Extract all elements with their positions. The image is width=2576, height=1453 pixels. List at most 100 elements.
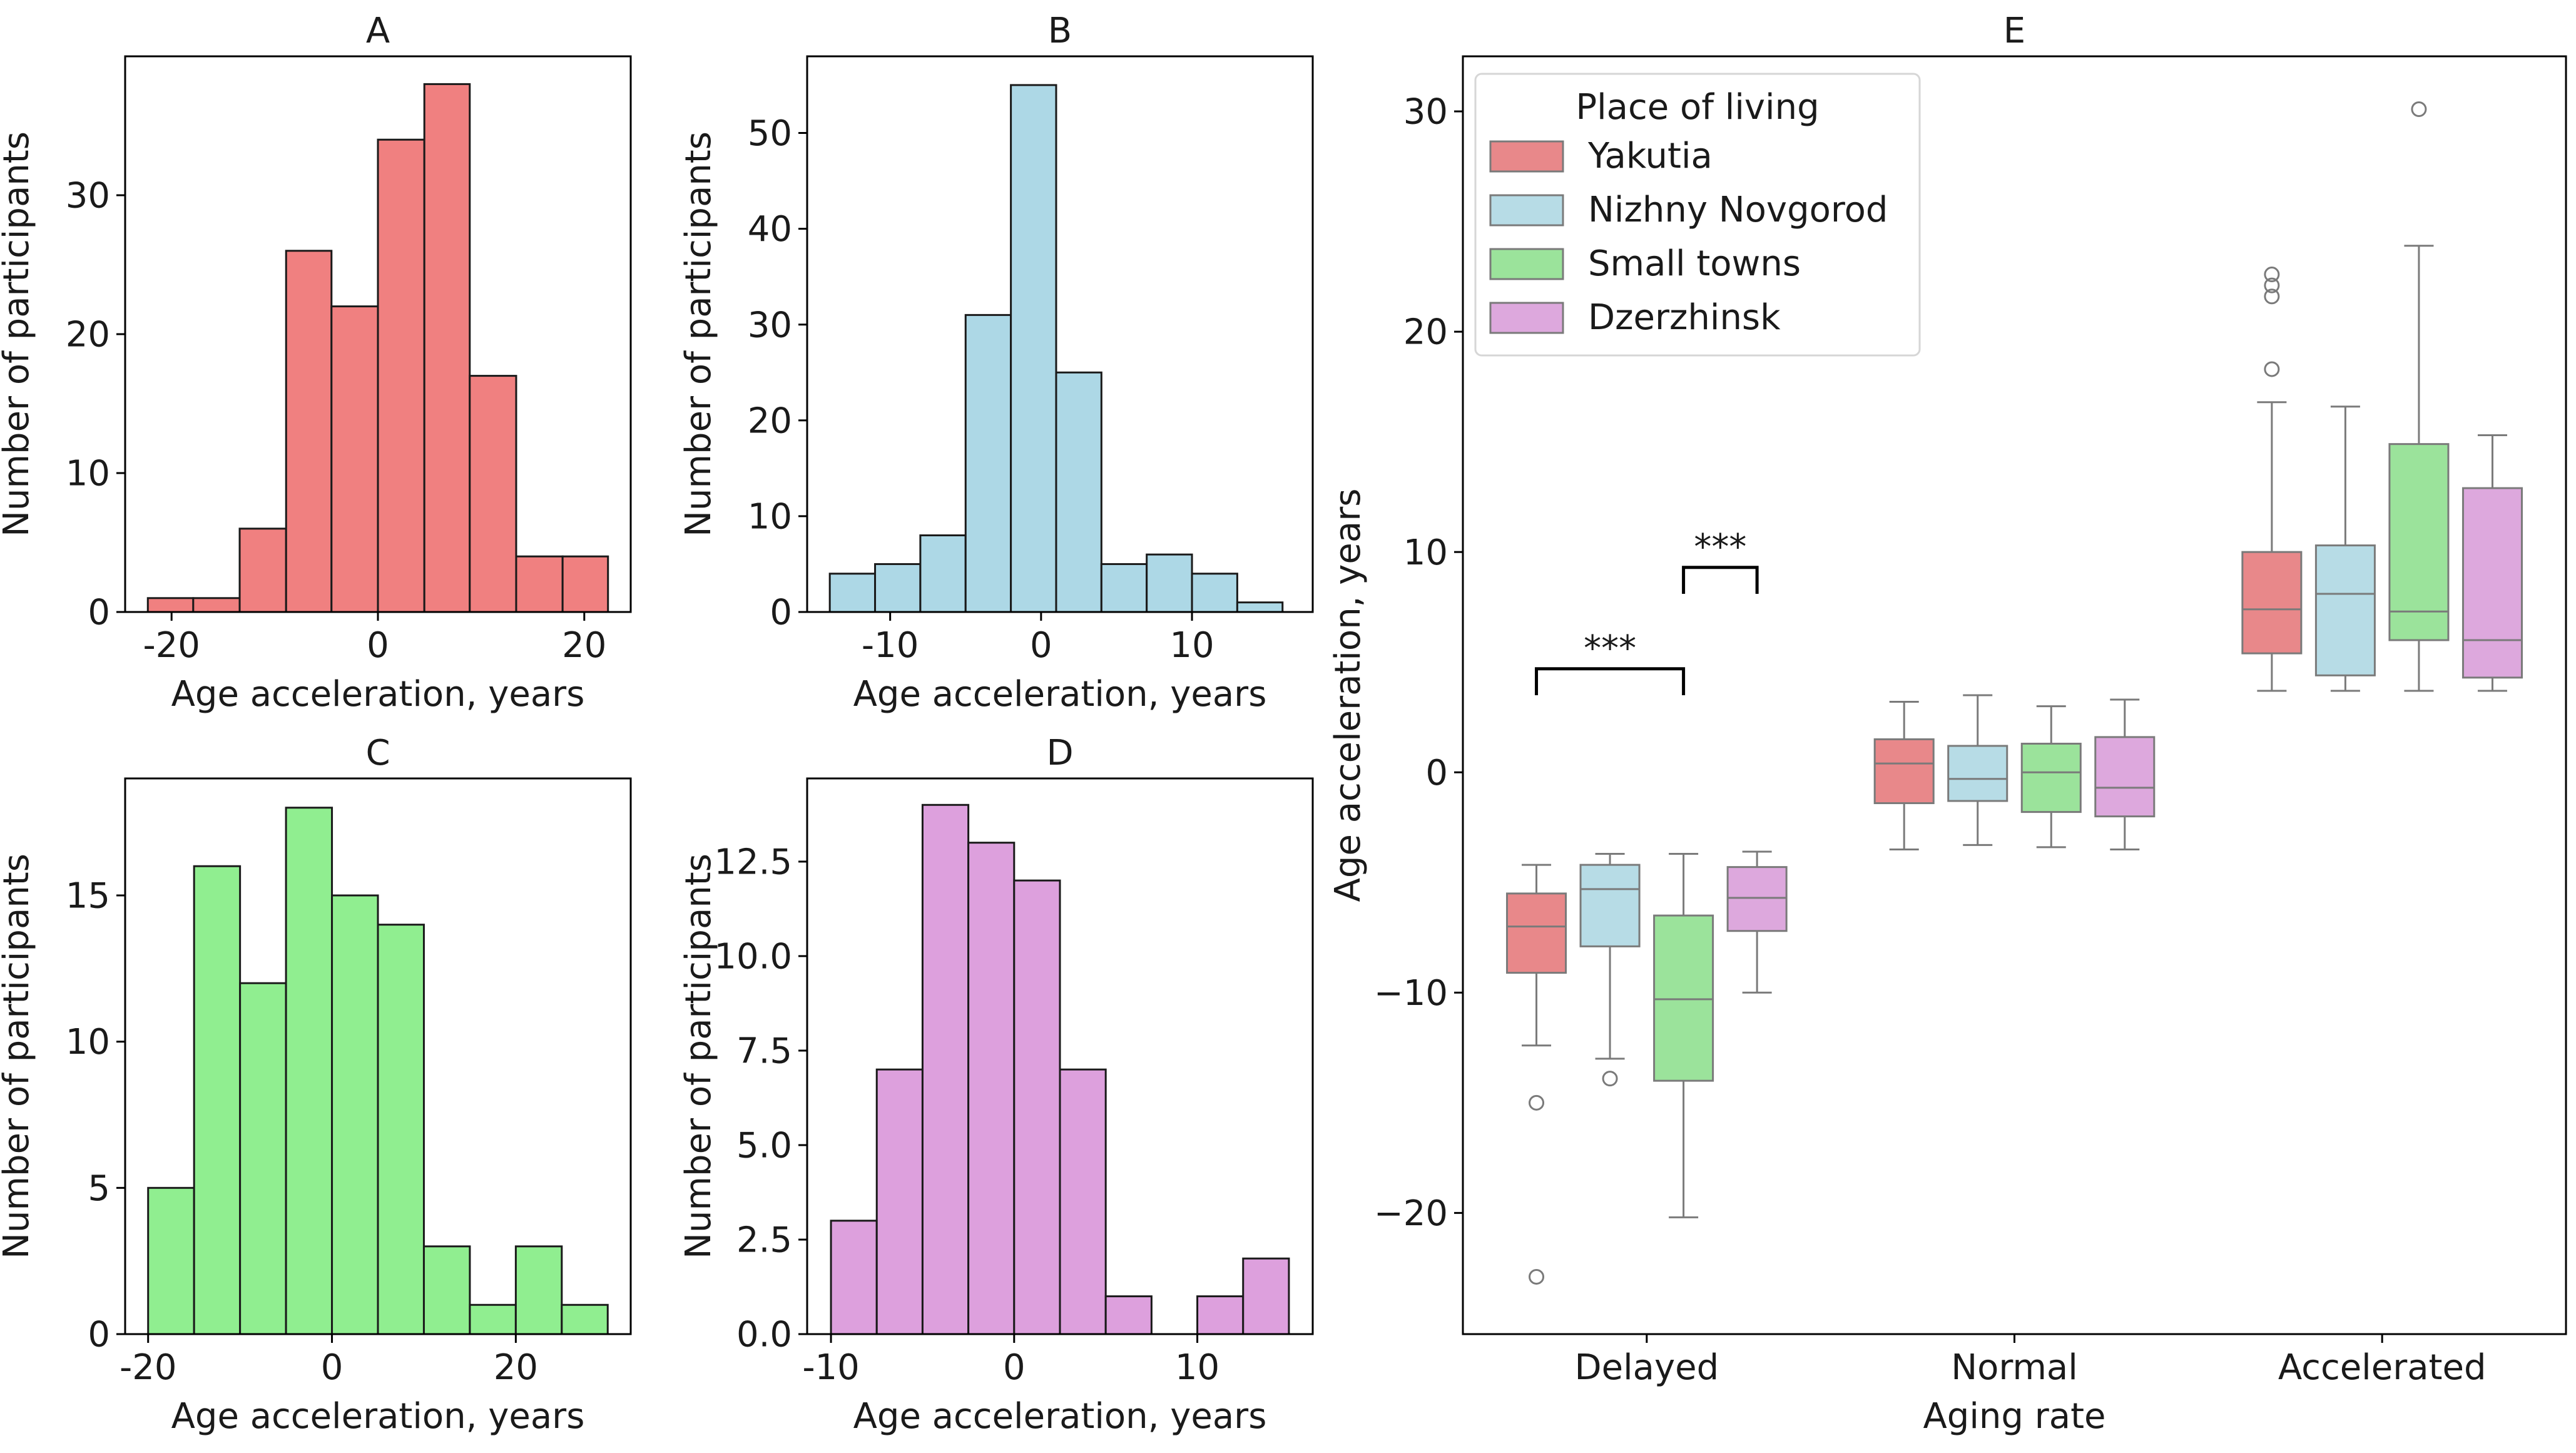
legend-item-label: Small towns [1588,243,1801,284]
box-nizhny-novgorod-accelerated [2314,405,2376,692]
histogram-panel-d: -10 0 10 D 0.0 2.5 5.0 7.5 10.0 12.5 Age accelerat… [678,733,1314,1437]
legend-item-label: Dzerzhinsk [1588,297,1781,338]
plot-frame [806,777,1314,1335]
histogram-bar [1010,84,1057,613]
x-tick-label: 10 [1175,1347,1219,1388]
significance-bracket [1682,566,1759,594]
significance-annotation: *** [1682,527,1759,594]
box-yakutia-normal [1873,701,1935,850]
histogram-bar [285,807,333,1335]
histogram-bar [192,597,241,613]
histogram-bar [469,1303,517,1335]
boxplot-panel-e: *** *** Delayed Normal Accelerated E −20 −10 0 10… [1328,11,2567,1437]
y-tick-label: −20 [1374,1193,1448,1234]
x-tick-label: 0 [367,625,389,666]
box-dzerzhinsk-delayed [1726,850,1788,994]
histogram-bar [1055,371,1102,613]
y-tick-label: 7.5 [736,1031,792,1072]
outlier-point [2264,277,2280,293]
y-tick-label: 20 [66,315,110,355]
histogram-bar [239,982,287,1335]
legend-swatch [1489,302,1564,334]
panel-title-e: E [2003,11,2025,51]
y-tick-label: 0.0 [736,1315,792,1355]
outlier-point [2411,101,2427,117]
box-small-towns-accelerated [2388,101,2450,692]
significance-label: *** [1584,628,1636,669]
x-tick-label: 10 [1169,625,1214,666]
histogram-bar [238,528,287,613]
plot-frame [806,55,1314,613]
panel-title-d: D [1046,733,1073,773]
histogram-bar [1196,1295,1245,1335]
histogram-bar [1100,563,1148,613]
y-tick-label: 30 [66,176,110,217]
x-category-label: Normal [1951,1347,2078,1388]
panel-title-c: C [365,733,390,773]
x-axis-label: Age acceleration, years [171,674,585,715]
panel-title-a: A [366,11,390,51]
x-axis-label: Age acceleration, years [853,674,1267,715]
outlier-point [2264,267,2280,283]
histogram-bar [1236,601,1284,613]
histogram-bar [1191,573,1238,613]
histogram-panel-b: -10 0 10 B 0 10 20 30 40 50 Age acceleration, year… [678,11,1314,715]
x-tick-label: -20 [120,1347,176,1388]
x-tick-label: 20 [562,625,606,666]
legend: Place of living Yakutia Nizhny Novgorod Sma… [1474,73,1921,357]
y-tick-label: 5 [88,1168,110,1209]
box-nizhny-novgorod-normal [1947,694,2008,846]
histogram-bar [875,1068,924,1335]
box-iqr [1579,864,1641,947]
y-axis-label: Number of participants [0,854,37,1259]
y-tick-label: 10 [66,454,110,494]
histogram-bar [193,865,242,1335]
histogram-bar [1059,1068,1107,1335]
outlier-point [1529,1268,1545,1285]
legend-swatch [1489,248,1564,280]
box-iqr [2461,487,2523,679]
x-axis-label: Aging rate [1923,1396,2105,1437]
x-tick-label: -20 [143,625,200,666]
panel-title-b: B [1048,11,1072,51]
y-tick-label: 30 [1403,92,1448,133]
outlier-point [2264,288,2280,305]
histogram-bar [828,573,877,613]
plot-frame [124,777,632,1335]
y-tick-label: 10 [748,496,792,537]
box-iqr [2388,443,2450,641]
box-iqr [2020,742,2082,813]
histogram-bar [146,597,195,613]
legend-title: Place of living [1576,87,1819,128]
box-small-towns-delayed [1653,852,1714,1218]
histogram-bar [330,305,379,613]
y-tick-label: 5.0 [736,1126,792,1166]
legend-swatch [1489,194,1564,227]
box-dzerzhinsk-accelerated [2461,434,2523,692]
y-tick-label: 10 [66,1022,110,1063]
histogram-bar [921,803,970,1335]
box-yakutia-delayed [1506,864,1567,1285]
legend-item-label: Yakutia [1587,136,1713,176]
box-iqr [2094,736,2156,818]
box-iqr [1947,745,2008,802]
x-category-label: Delayed [1575,1347,1719,1388]
y-tick-label: 0 [770,593,792,633]
box-dzerzhinsk-normal [2094,698,2156,850]
histogram-panel-a: -20 0 20 A 0 10 20 30 Age acceleration, years Num… [0,11,632,715]
legend-frame [1474,73,1921,357]
box-iqr [2241,551,2303,655]
x-tick-label: 0 [1030,625,1052,666]
x-axis-label: Age acceleration, years [853,1396,1267,1437]
histogram-bar [964,314,1012,613]
x-tick-label: -10 [862,625,919,666]
x-tick-label: -10 [802,1347,859,1388]
significance-label: *** [1694,527,1746,568]
histogram-bar [1013,879,1061,1335]
legend-item-label: Nizhny Novgorod [1588,190,1888,230]
histogram-bar [147,1186,195,1335]
x-tick-label: 20 [494,1347,538,1388]
